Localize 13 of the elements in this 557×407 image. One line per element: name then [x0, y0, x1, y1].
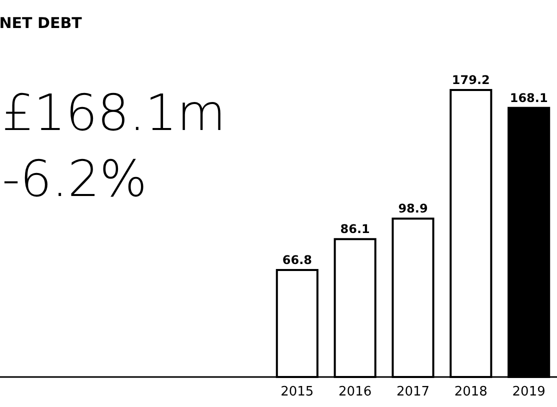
data-label: 66.8	[282, 253, 312, 268]
text: £168.1m	[2, 84, 226, 142]
data-label: 98.9	[398, 202, 428, 216]
data-label: 168.1	[510, 90, 548, 105]
x-tick-label: 2019	[512, 384, 546, 400]
x-tick-label: 2016	[338, 384, 372, 400]
data-label: 86.1	[340, 222, 370, 236]
text: NET DEBT	[0, 14, 83, 32]
data-label: 179.2	[452, 73, 490, 88]
x-tick-label: 2018	[454, 384, 488, 400]
x-tick-label: 2017	[396, 384, 430, 400]
text: -6.2%	[2, 150, 148, 208]
x-tick-label: 2015	[280, 384, 314, 400]
